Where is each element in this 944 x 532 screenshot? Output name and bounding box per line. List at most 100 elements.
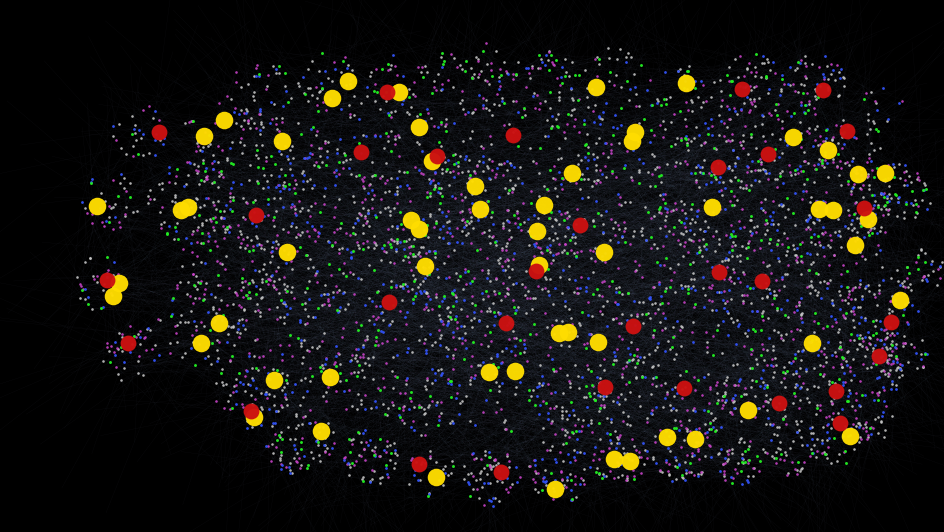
Point [325, 288, 340, 296]
Point [739, 254, 754, 263]
Point [268, 120, 283, 128]
Point [858, 435, 873, 443]
Point [723, 449, 738, 458]
Point [755, 384, 770, 392]
Point [571, 185, 586, 193]
Point [554, 475, 569, 483]
Point [840, 122, 855, 131]
Point [663, 142, 678, 150]
Point [343, 113, 358, 121]
Point [740, 186, 755, 194]
Point [265, 62, 280, 71]
Point [453, 196, 468, 204]
Point [500, 318, 515, 327]
Point [246, 352, 261, 361]
Point [885, 172, 901, 181]
Point [176, 182, 191, 190]
Point [385, 51, 400, 59]
Point [503, 232, 518, 241]
Point [503, 321, 518, 329]
Point [481, 239, 497, 247]
Point [161, 178, 177, 186]
Point [512, 378, 527, 386]
Point [606, 298, 621, 306]
Point [531, 401, 547, 409]
Point [480, 461, 495, 469]
Point [284, 387, 299, 396]
Point [594, 170, 609, 179]
Point [723, 277, 738, 285]
Point [897, 339, 912, 347]
Point [645, 374, 660, 383]
Point [152, 208, 167, 217]
Point [331, 264, 346, 273]
Point [456, 355, 471, 364]
Point [759, 293, 774, 302]
Point [850, 419, 865, 427]
Point [510, 108, 525, 117]
Point [666, 222, 681, 231]
Point [883, 351, 898, 359]
Point [805, 161, 820, 169]
Point [760, 57, 775, 66]
Point [657, 324, 672, 332]
Point [697, 227, 712, 236]
Point [301, 295, 316, 303]
Point [295, 171, 311, 179]
Point [496, 159, 511, 168]
Point [849, 235, 864, 243]
Point [196, 132, 211, 140]
Point [719, 331, 734, 339]
Point [739, 472, 754, 481]
Point [375, 374, 390, 383]
Point [268, 285, 283, 293]
Point [409, 112, 424, 120]
Point [492, 382, 507, 390]
Point [382, 319, 397, 328]
Point [849, 344, 864, 353]
Point [781, 358, 796, 367]
Point [217, 228, 232, 237]
Point [157, 218, 172, 227]
Point [733, 480, 749, 489]
Point [569, 448, 584, 456]
Point [295, 167, 310, 175]
Point [655, 117, 670, 125]
Point [364, 446, 379, 454]
Point [690, 182, 705, 191]
Point [261, 211, 276, 219]
Point [907, 349, 922, 358]
Point [801, 337, 817, 346]
Point [234, 278, 249, 286]
Point [566, 452, 582, 461]
Point [274, 350, 289, 359]
Point [218, 201, 233, 210]
Point [441, 239, 456, 247]
Point [275, 386, 290, 395]
Point [525, 156, 540, 165]
Point [300, 206, 315, 214]
Point [768, 174, 784, 183]
Point [477, 212, 492, 221]
Point [917, 248, 932, 257]
Point [808, 447, 823, 455]
Point [454, 215, 469, 224]
Point [233, 105, 248, 114]
Point [274, 403, 289, 411]
Point [860, 286, 875, 295]
Point [888, 366, 903, 375]
Point [361, 316, 376, 325]
Point [397, 313, 413, 321]
Point [696, 196, 711, 205]
Point [446, 151, 461, 159]
Point [744, 376, 759, 384]
Point [387, 140, 402, 148]
Point [188, 272, 203, 280]
Point [182, 292, 197, 301]
Point [428, 338, 443, 346]
Point [689, 206, 704, 214]
Point [318, 161, 333, 170]
Point [692, 468, 707, 476]
Point [549, 122, 565, 130]
Point [428, 401, 443, 409]
